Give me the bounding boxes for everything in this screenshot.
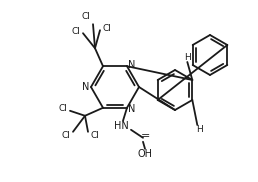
Text: =: = [140,131,150,141]
Text: OH: OH [138,149,152,159]
Text: Cl: Cl [59,104,67,113]
Text: N: N [128,60,136,70]
Text: Cl: Cl [103,24,111,33]
Text: Cl: Cl [62,131,70,140]
Text: H: H [184,52,191,62]
Text: H: H [196,126,203,134]
Text: N: N [82,82,90,92]
Text: Cl: Cl [82,12,91,21]
Text: HN: HN [114,121,128,131]
Text: Cl: Cl [91,131,99,140]
Text: Cl: Cl [71,27,80,36]
Text: N: N [128,104,136,114]
